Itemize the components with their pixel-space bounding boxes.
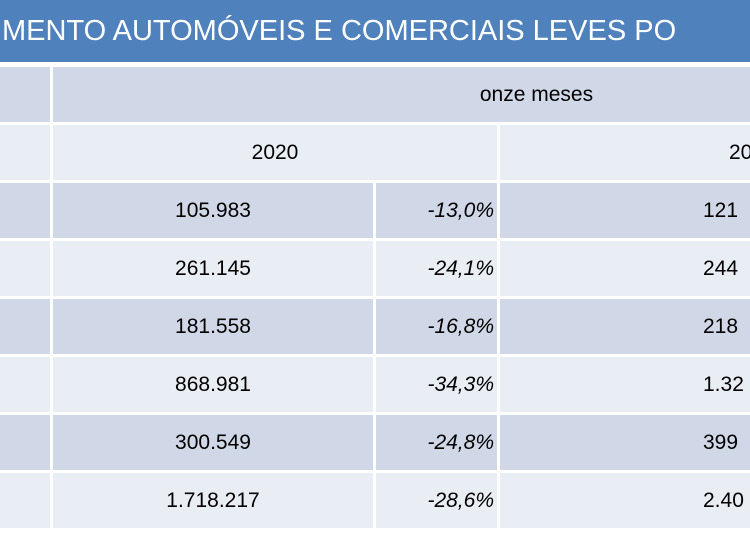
year-header-text: 20 — [729, 140, 750, 164]
value-cell: 868.981 — [53, 357, 373, 412]
change-cell: -16,8% — [376, 299, 497, 354]
year-header: 2020 — [53, 125, 497, 180]
value-cell-text: 868.981 — [175, 372, 251, 396]
change-cell: -24,8% — [376, 415, 497, 470]
value-cell: 261.145 — [53, 241, 373, 296]
period-header-text: onze meses — [479, 82, 594, 106]
change-cell-text: -24,8% — [427, 430, 494, 454]
value-cell: 1.718.217 — [53, 473, 373, 528]
next-value-cell: 399 — [500, 415, 750, 470]
row-label-cell — [0, 473, 50, 528]
next-value-cell-text: 1.32 — [703, 372, 744, 396]
next-value-cell: 218 — [500, 299, 750, 354]
next-value-cell-text: 244 — [703, 256, 739, 280]
value-cell-text: 1.718.217 — [166, 488, 260, 512]
value-cell-text: 181.558 — [175, 314, 251, 338]
value-cell-text: 300.549 — [175, 430, 251, 454]
row-label-cell — [0, 125, 50, 180]
next-value-cell-text: 218 — [703, 314, 739, 338]
next-value-cell: 2.40 — [500, 473, 750, 528]
change-cell-text: -28,6% — [427, 488, 494, 512]
change-cell: -24,1% — [376, 241, 497, 296]
change-cell-text: -13,0% — [427, 198, 494, 222]
change-cell-text: -34,3% — [427, 372, 494, 396]
row-label-cell — [0, 357, 50, 412]
row-label-cell — [0, 241, 50, 296]
year-header: 20 — [500, 125, 750, 180]
change-cell-text: -16,8% — [427, 314, 494, 338]
row-label-cell — [0, 67, 50, 122]
title: MENTO AUTOMÓVEIS E COMERCIAIS LEVES PO — [2, 14, 677, 47]
title-bar: MENTO AUTOMÓVEIS E COMERCIAIS LEVES PO — [0, 0, 750, 62]
next-value-cell-text: 399 — [703, 430, 739, 454]
row-label-cell — [0, 299, 50, 354]
change-cell-text: -24,1% — [427, 256, 494, 280]
change-cell: -28,6% — [376, 473, 497, 528]
value-cell-text: 105.983 — [175, 198, 251, 222]
row-label-cell — [0, 415, 50, 470]
value-cell: 105.983 — [53, 183, 373, 238]
value-cell: 181.558 — [53, 299, 373, 354]
next-value-cell: 121 — [500, 183, 750, 238]
row-label-cell — [0, 183, 50, 238]
value-cell-text: 261.145 — [175, 256, 251, 280]
year-header-text: 2020 — [251, 140, 299, 164]
change-cell: -34,3% — [376, 357, 497, 412]
change-cell: -13,0% — [376, 183, 497, 238]
next-value-cell: 244 — [500, 241, 750, 296]
next-value-cell-text: 2.40 — [703, 488, 744, 512]
next-value-cell-text: 121 — [703, 198, 739, 222]
period-header: onze meses — [53, 67, 750, 122]
value-cell: 300.549 — [53, 415, 373, 470]
next-value-cell: 1.32 — [500, 357, 750, 412]
